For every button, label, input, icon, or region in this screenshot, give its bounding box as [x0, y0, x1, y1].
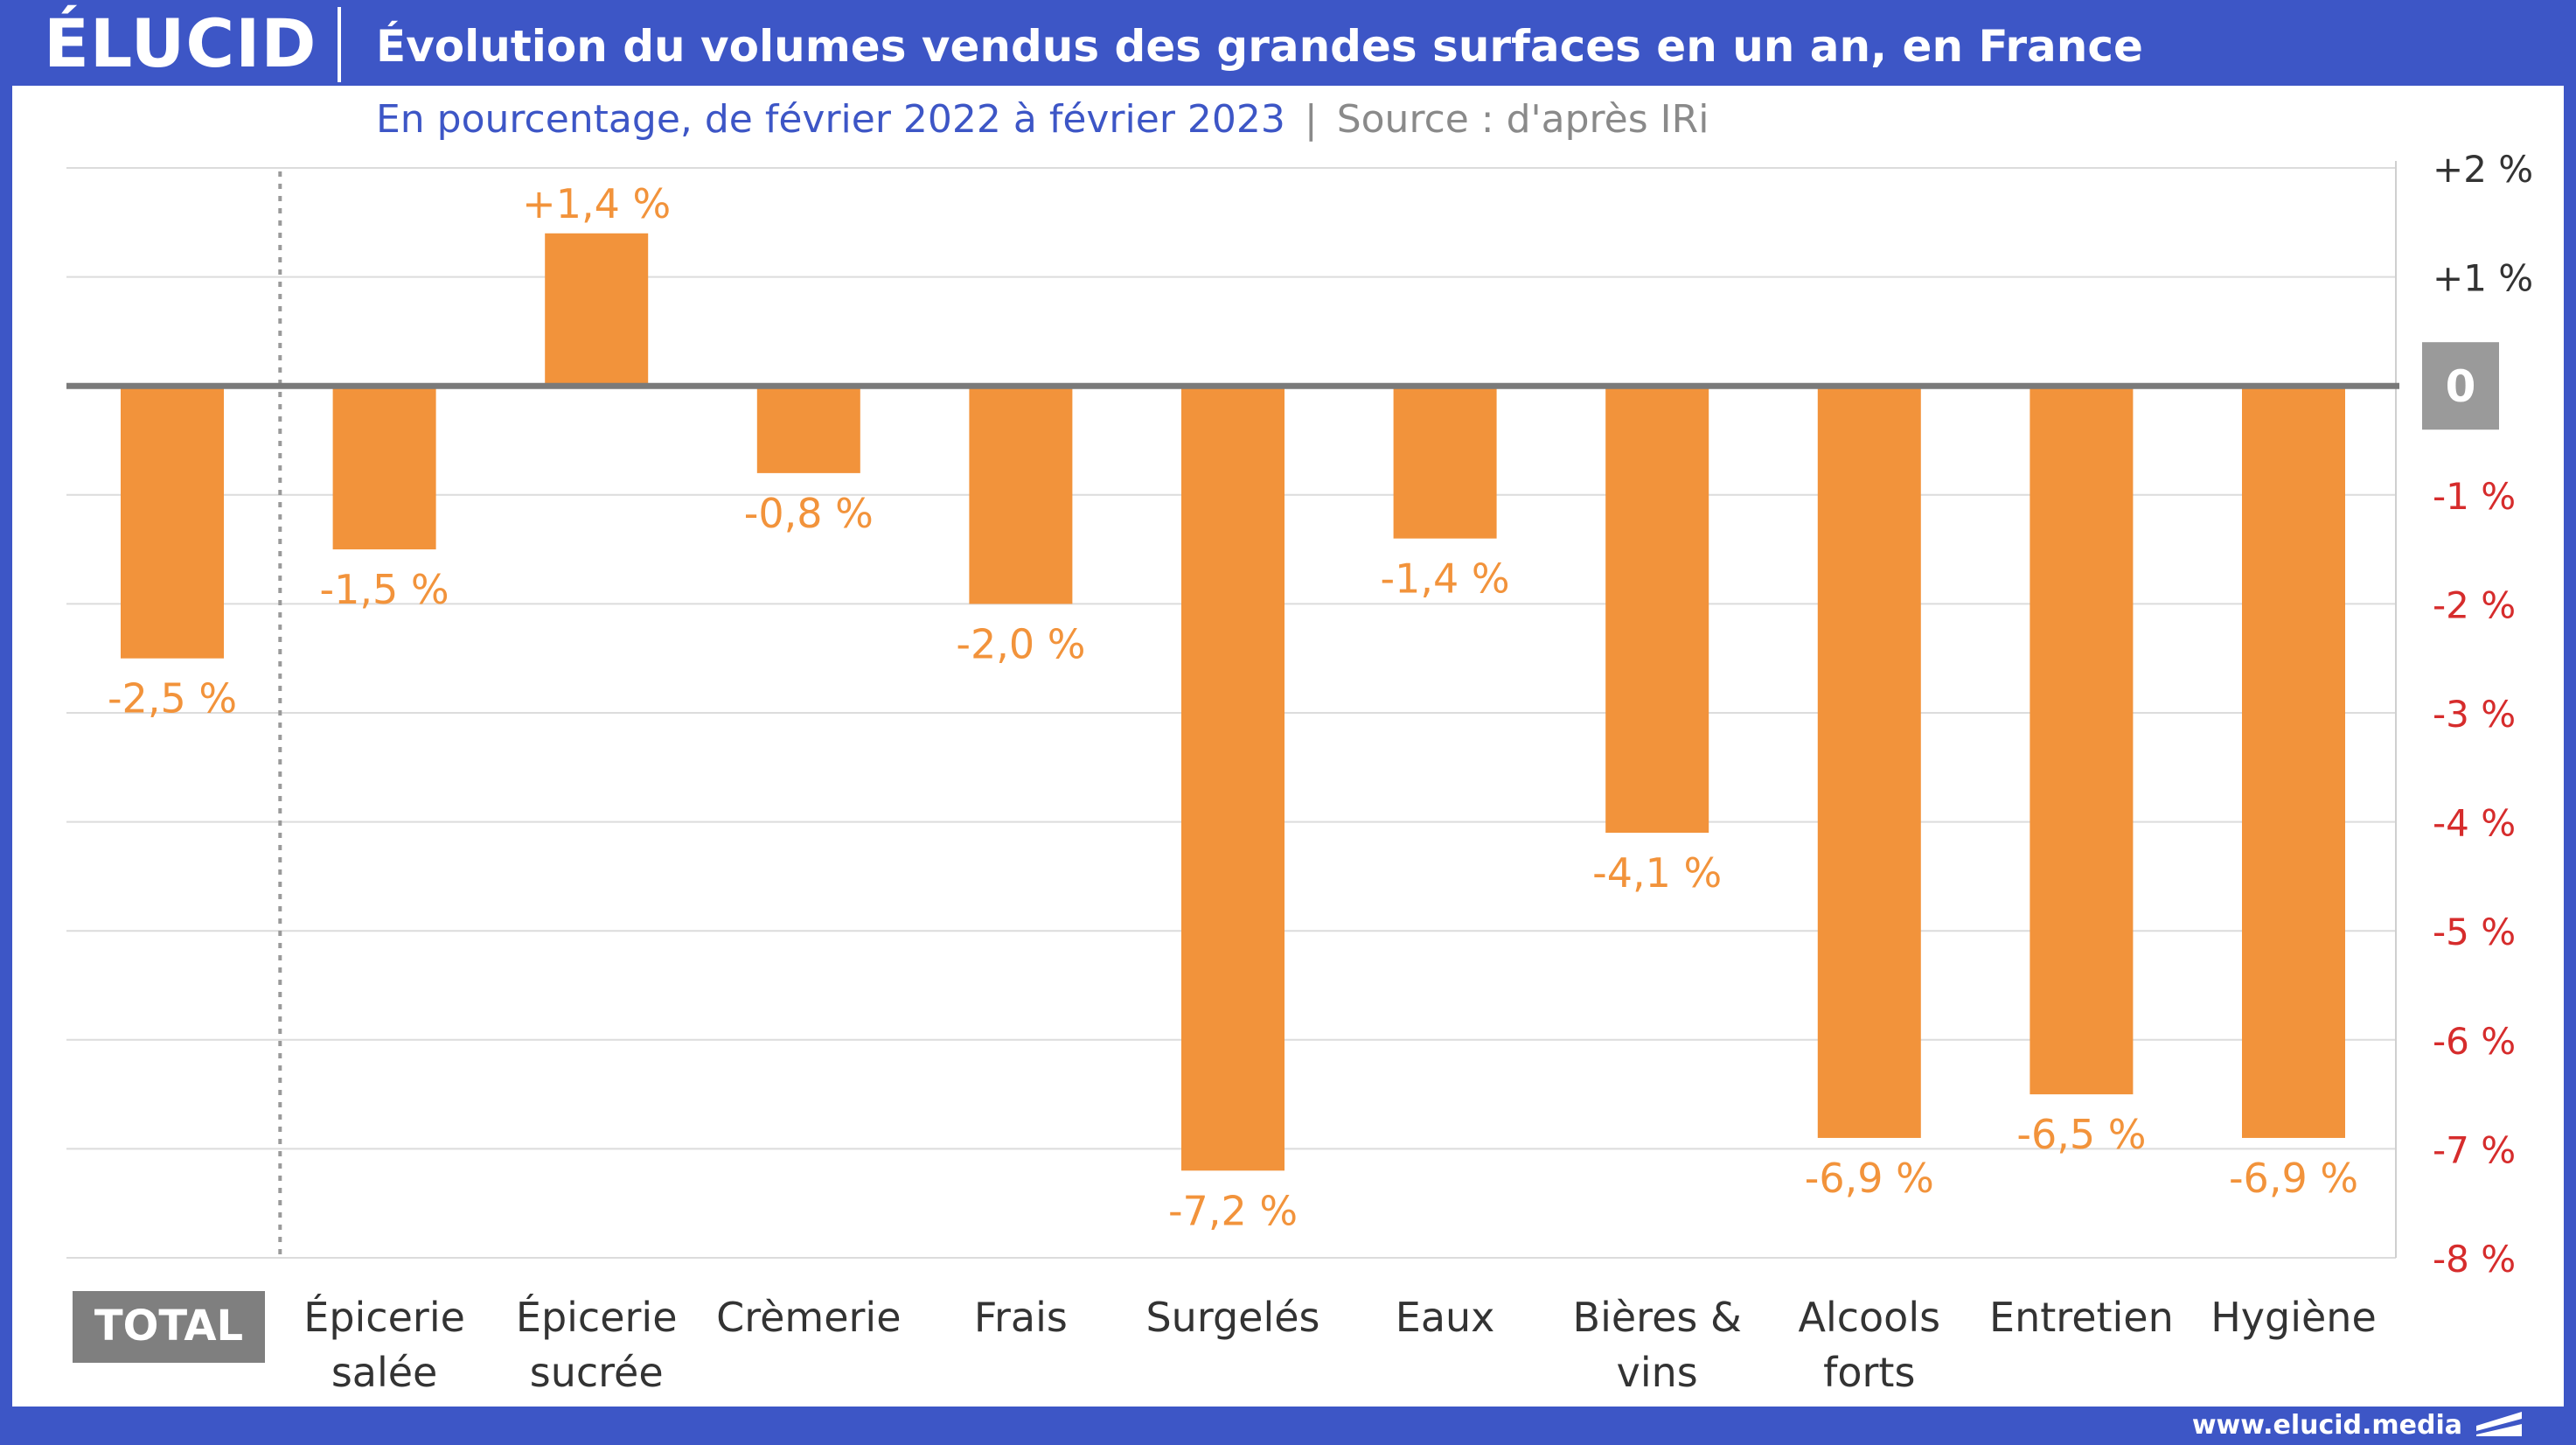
- bar-value-label: -6,9 %: [2229, 1155, 2358, 1202]
- category-label: Frais: [974, 1294, 1068, 1341]
- chart-title: Évolution du volumes vendus des grandes …: [376, 21, 2143, 72]
- header-bar: ÉLUCID Évolution du volumes vendus des g…: [0, 0, 2576, 86]
- y-tick-label: -3 %: [2433, 693, 2516, 736]
- y-tick-label: -2 %: [2433, 583, 2516, 626]
- bar: [545, 233, 649, 387]
- subtitle-separator: |: [1304, 97, 1318, 142]
- category-label: Alcools: [1799, 1294, 1941, 1341]
- bar-value-label: -1,5 %: [320, 566, 449, 613]
- chart-subtitle: En pourcentage, de février 2022 à févrie…: [376, 89, 1709, 150]
- category-label: vins: [1617, 1349, 1698, 1396]
- data-labels: -2,5 % -1,5 % +1,4 % -0,8 % -2,0 % -7,2 % -1,4…: [108, 180, 2358, 1235]
- y-tick-label: -5 %: [2433, 911, 2516, 953]
- y-tick-label: +2 %: [2433, 148, 2533, 191]
- bars: [121, 233, 2345, 1171]
- subtitle-source: Source : d'après IRi: [1336, 97, 1709, 142]
- bar-value-label: -6,9 %: [1805, 1155, 1934, 1202]
- category-label: Épicerie: [303, 1294, 465, 1341]
- axes: [66, 161, 2399, 1258]
- bar-value-label: -1,4 %: [1381, 555, 1510, 603]
- category-label: sucrée: [530, 1349, 664, 1396]
- bar: [969, 386, 1073, 604]
- bar: [2029, 386, 2134, 1095]
- category-label: TOTAL: [94, 1302, 243, 1351]
- elucid-logo: ÉLUCID: [44, 4, 317, 82]
- category-label: Eaux: [1396, 1294, 1495, 1341]
- category-label: Épicerie: [516, 1294, 678, 1341]
- bar: [121, 386, 224, 659]
- bar-value-label: -0,8 %: [744, 490, 874, 537]
- zero-tick-badge: [2422, 342, 2499, 430]
- subtitle-period: En pourcentage, de février 2022 à févrie…: [376, 97, 1285, 142]
- bar-value-label: -2,0 %: [956, 620, 1085, 667]
- footer-url[interactable]: www.elucid.media: [2191, 1410, 2462, 1441]
- bar-value-label: -4,1 %: [1592, 849, 1722, 897]
- bar-value-label: +1,4 %: [522, 180, 671, 227]
- y-tick-label: +1 %: [2433, 257, 2533, 300]
- y-tick-label: -1 %: [2433, 475, 2516, 518]
- bar: [1605, 386, 1709, 834]
- y-tick-label: -4 %: [2433, 802, 2516, 845]
- elucid-mark-icon: [2476, 1412, 2522, 1436]
- y-tick-label: -6 %: [2433, 1020, 2516, 1063]
- category-label: Hygiène: [2210, 1294, 2377, 1341]
- category-label: Crèmerie: [716, 1294, 901, 1341]
- bar: [756, 386, 860, 473]
- category-label: forts: [1823, 1349, 1915, 1396]
- category-label: Surgelés: [1145, 1294, 1319, 1341]
- bar: [1181, 386, 1285, 1171]
- bar: [332, 386, 436, 550]
- y-tick-label: -8 %: [2433, 1238, 2516, 1281]
- bar-value-label: -6,5 %: [2016, 1111, 2146, 1158]
- category-label: Bières &: [1573, 1294, 1742, 1341]
- chart-panel: En pourcentage, de février 2022 à févrie…: [12, 86, 2564, 1407]
- footer-bar: www.elucid.media: [0, 1407, 2576, 1443]
- y-tick-label: 0: [2446, 361, 2476, 412]
- y-tick-labels: +2 % +1 % 0 -1 % -2 % -3 % -4 % -5 % -6 % -7 % -8 …: [2422, 148, 2533, 1281]
- bar-value-label: -7,2 %: [1168, 1187, 1298, 1234]
- total-badge: [73, 1291, 265, 1363]
- category-label: Entretien: [1989, 1294, 2174, 1341]
- bar-value-label: -2,5 %: [108, 675, 237, 722]
- category-labels: TOTAL Épicerie salée Épicerie sucrée Crèmerie…: [73, 1291, 2377, 1396]
- bar: [2242, 386, 2345, 1138]
- bar-chart: -2,5 % -1,5 % +1,4 % -0,8 % -2,0 % -7,2 % -1,4…: [66, 148, 2533, 1396]
- bar: [1393, 386, 1497, 539]
- bar: [1817, 386, 1921, 1138]
- category-label: salée: [331, 1349, 438, 1396]
- y-tick-label: -7 %: [2433, 1128, 2516, 1171]
- header-divider: [338, 7, 341, 82]
